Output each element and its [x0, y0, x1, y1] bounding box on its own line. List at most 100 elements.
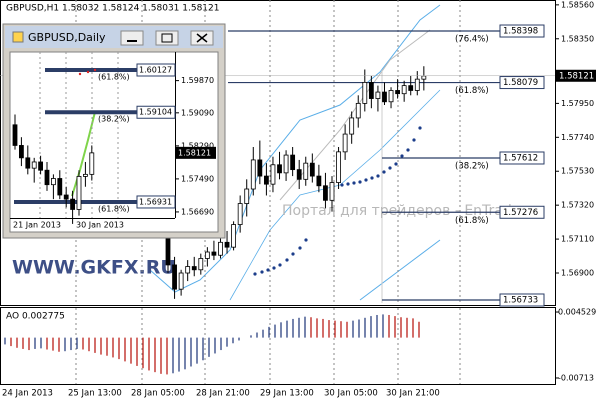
candle-body	[211, 251, 217, 256]
current-price: 1.58121	[559, 71, 594, 81]
y-tick-label: 1.57110	[561, 235, 594, 244]
candle-body	[290, 154, 296, 171]
candle-body	[316, 175, 322, 187]
candle-body	[303, 162, 309, 180]
sar-dot	[394, 162, 398, 166]
sar-dot	[406, 148, 410, 152]
candle-body	[204, 251, 210, 259]
candle-body	[172, 264, 177, 290]
candle-body	[296, 169, 302, 180]
y-tick-label: 1.57530	[561, 167, 594, 176]
ao-frame	[0, 307, 556, 385]
candle-body	[244, 188, 250, 204]
ao-tick-label: -0.00713	[558, 373, 594, 382]
sar-dot	[376, 174, 380, 178]
candle-body	[198, 258, 204, 271]
window-icon	[12, 31, 24, 43]
candle-body	[362, 81, 368, 104]
y-tick-label: 1.58560	[561, 0, 594, 9]
x-tick-label: 28 Jan 21:00	[196, 389, 250, 399]
sar-dot	[358, 180, 362, 184]
price-box	[556, 69, 596, 82]
fib-percent: (61.8%)	[455, 86, 489, 96]
fib-box	[499, 293, 545, 307]
candle-body	[375, 91, 381, 99]
watermark-brand: WWW.GKFX.RU	[12, 257, 176, 279]
candle-body	[263, 175, 269, 185]
fib-value: 1.57612	[503, 153, 538, 163]
inset-candle-body	[76, 176, 82, 210]
sar-dot	[304, 238, 308, 242]
minimize-button[interactable]	[120, 30, 144, 46]
inset-current-price: 1.58121	[178, 148, 211, 157]
fib-value: 1.57276	[503, 208, 538, 218]
sar-dot	[278, 263, 282, 267]
fib-percent: (61.8%)	[455, 216, 489, 226]
inset-fib-box	[136, 195, 176, 209]
inset-fib-percent: (61.8%)	[98, 73, 130, 82]
fib-percent: (76.4%)	[455, 35, 489, 45]
candle-body	[257, 159, 263, 177]
y-tick-label: 1.56900	[561, 269, 594, 278]
sar-dot	[382, 170, 386, 174]
maximize-button[interactable]	[155, 30, 179, 46]
candle-body	[414, 78, 420, 91]
candle-body	[421, 75, 427, 80]
inset-candle-body	[63, 194, 69, 200]
x-tick-label: 25 Jan 13:00	[68, 389, 122, 399]
sar-dot	[412, 138, 416, 142]
inset-tick-label: 1.59090	[181, 108, 214, 117]
candle-body	[191, 266, 197, 271]
inset-dot	[78, 72, 82, 76]
maximize-icon	[161, 33, 173, 43]
inset-tick-label: 1.59870	[181, 76, 214, 85]
inset-candle-body	[70, 198, 75, 210]
inset-tick-label: 1.58290	[181, 141, 214, 150]
fib-percent: (38.2%)	[455, 161, 489, 171]
inset-tick-label: 1.56690	[181, 207, 214, 216]
fib-value: 1.58398	[503, 27, 538, 37]
candle-body	[349, 117, 355, 135]
inset-candle-body	[18, 145, 24, 159]
inset-fib-box	[136, 63, 176, 77]
candle-body	[185, 266, 191, 274]
sar-dot	[253, 272, 257, 276]
candle-body	[336, 151, 341, 183]
fib-box	[499, 24, 545, 38]
ao-tick-label: 0.004529	[558, 308, 596, 317]
inset-time-label: 30 Jan 2013	[76, 221, 124, 230]
sar-dot	[340, 183, 344, 187]
candle-body	[165, 237, 171, 266]
candle-body	[283, 154, 289, 174]
inset-candle-body	[12, 124, 18, 146]
fib-value: 1.58079	[503, 78, 538, 88]
x-tick-label: 24 Jan 2013	[2, 389, 53, 399]
candle-body	[270, 164, 276, 185]
y-tick-label: 1.57740	[561, 133, 594, 142]
header: GBPUSD,H1 1.58032 1.58124 1.58031 1.5812…	[6, 4, 219, 14]
inset-dot	[86, 70, 90, 74]
band-upper	[149, 4, 441, 293]
candle-body	[323, 185, 328, 201]
band-lower	[359, 239, 441, 301]
sar-dot	[364, 178, 368, 182]
candle-body	[231, 224, 237, 248]
x-tick-label: 29 Jan 13:00	[260, 389, 314, 399]
fib-box	[499, 205, 545, 219]
ao-label: AO 0.002775	[6, 312, 65, 322]
y-tick-label: 1.57950	[561, 99, 594, 108]
inset-fib-value: 1.56931	[139, 197, 172, 206]
candle-body	[408, 85, 414, 91]
inset-dot	[93, 68, 97, 72]
inset-time-label: 21 Jan 2013	[13, 221, 61, 230]
inset-candle-body	[57, 178, 63, 196]
inset-price-box	[176, 146, 216, 159]
x-tick-label: 28 Jan 05:00	[131, 389, 185, 399]
candle-body	[224, 241, 230, 248]
sar-dot	[266, 268, 270, 272]
candle-body	[395, 90, 401, 95]
inset-fib-value: 1.60127	[139, 66, 172, 75]
window-title: GBPUSD,Daily	[28, 31, 106, 44]
candle-body	[277, 164, 282, 174]
